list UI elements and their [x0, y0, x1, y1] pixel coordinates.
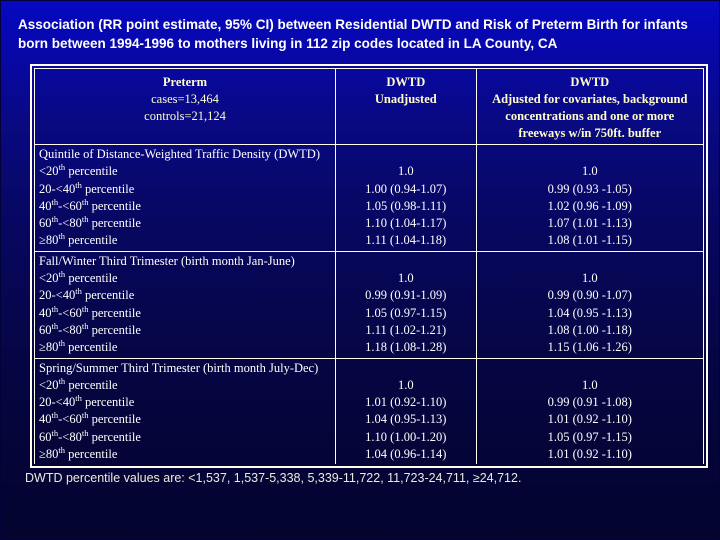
empty-cell: [335, 357, 477, 377]
table-row: <20th percentile 1.0 1.0: [33, 376, 705, 395]
unadjusted-value: 1.10 (1.04-1.17): [335, 215, 477, 233]
row-label: ≥80th percentile: [33, 232, 337, 252]
unadjusted-value: 1.0: [335, 163, 477, 181]
header-adjusted-title: DWTD: [570, 75, 610, 89]
unadjusted-value: 1.05 (0.98-1.11): [335, 197, 477, 216]
adjusted-value: 0.99 (0.90 -1.07): [475, 287, 705, 305]
header-preterm-controls: controls=21,124: [144, 109, 226, 123]
row-label: 40th-<60th percentile: [33, 411, 337, 429]
unadjusted-value: 1.18 (1.08-1.28): [335, 339, 477, 359]
row-label: 20-<40th percentile: [33, 394, 337, 412]
header-unadjusted-sub: Unadjusted: [374, 92, 437, 106]
unadjusted-value: 1.01 (0.92-1.10): [335, 394, 477, 412]
table-row: 60th-<80th percentile 1.10 (1.00-1.20) 1…: [33, 428, 705, 447]
adjusted-value: 1.07 (1.01 -1.13): [475, 215, 705, 233]
row-label: <20th percentile: [33, 270, 337, 288]
adjusted-value: 1.0: [475, 270, 705, 288]
unadjusted-value: 1.04 (0.96-1.14): [335, 446, 477, 465]
empty-cell: [475, 357, 705, 377]
row-label: 20-<40th percentile: [33, 180, 337, 198]
empty-cell: [335, 250, 477, 271]
section-quintile: Quintile of Distance-Weighted Traffic De…: [33, 144, 705, 252]
adjusted-value: 1.0: [475, 376, 705, 395]
table-row: 20-<40th percentile 1.00 (0.94-1.07) 0.9…: [33, 180, 705, 198]
table-row: <20th percentile 1.0 1.0: [33, 163, 705, 181]
header-preterm-cases: cases=13,464: [151, 92, 219, 106]
table-row: ≥80th percentile 1.18 (1.08-1.28) 1.15 (…: [33, 339, 705, 359]
header-adjusted-sub: Adjusted for covariates, background conc…: [492, 92, 688, 140]
table-row: ≥80th percentile 1.04 (0.96-1.14) 1.01 (…: [33, 446, 705, 465]
unadjusted-value: 1.11 (1.02-1.21): [335, 321, 477, 340]
row-label: 20-<40th percentile: [33, 287, 337, 305]
empty-cell: [335, 144, 477, 164]
section-title-row: Spring/Summer Third Trimester (birth mon…: [33, 357, 705, 377]
header-cell-preterm: Preterm cases=13,464 controls=21,124: [33, 68, 337, 145]
table-row: 40th-<60th percentile 1.05 (0.97-1.15) 1…: [33, 304, 705, 322]
empty-cell: [475, 250, 705, 271]
section-title-row: Quintile of Distance-Weighted Traffic De…: [33, 144, 705, 164]
adjusted-value: 1.08 (1.00 -1.18): [475, 321, 705, 340]
adjusted-value: 1.15 (1.06 -1.26): [475, 339, 705, 359]
section-title: Fall/Winter Third Trimester (birth month…: [33, 250, 337, 271]
unadjusted-value: 1.04 (0.95-1.13): [335, 411, 477, 429]
adjusted-value: 0.99 (0.93 -1.05): [475, 180, 705, 198]
table-row: 20-<40th percentile 1.01 (0.92-1.10) 0.9…: [33, 394, 705, 412]
section-fall-winter: Fall/Winter Third Trimester (birth month…: [33, 250, 705, 359]
section-title-row: Fall/Winter Third Trimester (birth month…: [33, 250, 705, 271]
section-title: Spring/Summer Third Trimester (birth mon…: [33, 357, 337, 377]
unadjusted-value: 1.00 (0.94-1.07): [335, 180, 477, 198]
results-table: Preterm cases=13,464 controls=21,124 DWT…: [33, 68, 705, 465]
row-label: 40th-<60th percentile: [33, 304, 337, 322]
row-label: <20th percentile: [33, 163, 337, 181]
unadjusted-value: 1.05 (0.97-1.15): [335, 304, 477, 322]
row-label: ≥80th percentile: [33, 339, 337, 359]
section-spring-summer: Spring/Summer Third Trimester (birth mon…: [33, 357, 705, 465]
header-row: Preterm cases=13,464 controls=21,124 DWT…: [33, 68, 705, 145]
table-header: Preterm cases=13,464 controls=21,124 DWT…: [33, 68, 705, 145]
percentile-values-footnote: DWTD percentile values are: <1,537, 1,53…: [25, 471, 522, 485]
adjusted-value: 1.01 (0.92 -1.10): [475, 411, 705, 429]
table-row: 60th-<80th percentile 1.10 (1.04-1.17) 1…: [33, 215, 705, 233]
adjusted-value: 1.02 (0.96 -1.09): [475, 197, 705, 216]
adjusted-value: 0.99 (0.91 -1.08): [475, 394, 705, 412]
adjusted-value: 1.01 (0.92 -1.10): [475, 446, 705, 465]
unadjusted-value: 0.99 (0.91-1.09): [335, 287, 477, 305]
row-label: ≥80th percentile: [33, 446, 337, 465]
table-row: 60th-<80th percentile 1.11 (1.02-1.21) 1…: [33, 321, 705, 340]
row-label: 60th-<80th percentile: [33, 428, 337, 447]
unadjusted-value: 1.0: [335, 376, 477, 395]
table-row: <20th percentile 1.0 1.0: [33, 270, 705, 288]
slide-title: Association (RR point estimate, 95% CI) …: [18, 17, 688, 51]
empty-cell: [475, 144, 705, 164]
adjusted-value: 1.04 (0.95 -1.13): [475, 304, 705, 322]
row-label: <20th percentile: [33, 376, 337, 395]
unadjusted-value: 1.11 (1.04-1.18): [335, 232, 477, 252]
header-unadjusted-title: DWTD: [386, 75, 426, 89]
header-cell-adjusted: DWTD Adjusted for covariates, background…: [475, 68, 705, 145]
header-preterm-title: Preterm: [162, 75, 208, 89]
adjusted-value: 1.05 (0.97 -1.15): [475, 428, 705, 447]
row-label: 40th-<60th percentile: [33, 197, 337, 216]
unadjusted-value: 1.10 (1.00-1.20): [335, 428, 477, 447]
table-row: ≥80th percentile 1.11 (1.04-1.18) 1.08 (…: [33, 232, 705, 252]
table-row: 20-<40th percentile 0.99 (0.91-1.09) 0.9…: [33, 287, 705, 305]
row-label: 60th-<80th percentile: [33, 321, 337, 340]
table-row: 40th-<60th percentile 1.04 (0.95-1.13) 1…: [33, 411, 705, 429]
header-cell-unadjusted: DWTD Unadjusted: [335, 68, 477, 145]
adjusted-value: 1.0: [475, 163, 705, 181]
table-row: 40th-<60th percentile 1.05 (0.98-1.11) 1…: [33, 197, 705, 216]
adjusted-value: 1.08 (1.01 -1.15): [475, 232, 705, 252]
section-title: Quintile of Distance-Weighted Traffic De…: [33, 144, 337, 164]
unadjusted-value: 1.0: [335, 270, 477, 288]
row-label: 60th-<80th percentile: [33, 215, 337, 233]
results-table-frame: Preterm cases=13,464 controls=21,124 DWT…: [30, 64, 708, 469]
